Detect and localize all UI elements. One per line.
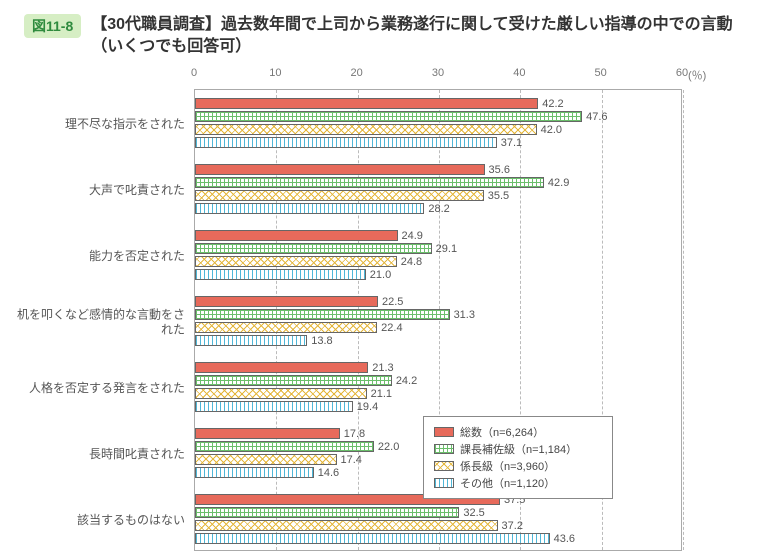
bar-value: 22.5 [382,296,403,308]
bar-value: 35.5 [488,190,509,202]
category-label: 長時間叱責された [15,447,195,461]
legend-swatch [434,427,454,437]
x-unit: (％) [688,67,706,83]
bar-total [195,164,485,175]
bar-value: 42.0 [541,124,562,136]
x-tick: 60 [676,67,688,79]
category-label: 大声で叱責された [15,183,195,197]
legend-swatch [434,444,454,454]
bar-kakaricho [195,520,498,531]
bar-kakaricho [195,322,377,333]
bar-value: 24.8 [401,256,422,268]
bar-kahosa [195,177,544,188]
bar-kahosa [195,111,582,122]
bar-value: 19.4 [357,401,378,413]
header: 図11-8 【30代職員調査】過去数年間で上司から業務遂行に関して受けた厳しい指… [24,14,736,57]
bar-total [195,98,538,109]
legend-swatch [434,478,454,488]
bar-value: 22.0 [378,441,399,453]
x-tick: 50 [595,67,607,79]
bar-value: 37.2 [502,520,523,532]
bar-total [195,296,378,307]
bar-kahosa [195,441,374,452]
bar-total [195,362,368,373]
legend: 総数（n=6,264）課長補佐級（n=1,184）係長級（n=3,960）その他… [423,416,613,499]
bar-other [195,203,424,214]
bar-value: 22.4 [381,322,402,334]
category-label: 理不尽な指示をされた [15,117,195,131]
bar-value: 35.6 [489,164,510,176]
bar-value: 21.3 [372,362,393,374]
bar-value: 28.2 [428,203,449,215]
figure-number: 図11-8 [24,14,81,38]
legend-item: その他（n=1,120） [434,475,602,491]
bar-other [195,137,497,148]
chart-title: 【30代職員調査】過去数年間で上司から業務遂行に関して受けた厳しい指導の中での言… [91,14,736,57]
bar-kakaricho [195,388,367,399]
bar-value: 43.6 [554,533,575,545]
x-tick: 20 [351,67,363,79]
bar-value: 29.1 [436,243,457,255]
legend-label: 総数（n=6,264） [460,424,544,440]
bar-other [195,467,314,478]
bar-value: 17.8 [344,428,365,440]
chart: 0102030405060(％) 理不尽な指示をされた42.247.642.03… [194,67,716,551]
category-label: 能力を否定された [15,249,195,263]
bar-kakaricho [195,256,397,267]
bar-group: 能力を否定された24.929.124.821.0 [195,230,681,282]
plot-area: 理不尽な指示をされた42.247.642.037.1大声で叱責された35.642… [194,89,682,551]
legend-label: 課長補佐級（n=1,184） [460,441,577,457]
bar-group: 理不尽な指示をされた42.247.642.037.1 [195,98,681,150]
bar-kakaricho [195,190,484,201]
bar-kakaricho [195,124,537,135]
legend-item: 課長補佐級（n=1,184） [434,441,602,457]
bar-kakaricho [195,454,337,465]
legend-label: その他（n=1,120） [460,475,555,491]
bar-value: 42.9 [548,177,569,189]
bar-value: 21.0 [370,269,391,281]
bar-value: 32.5 [463,507,484,519]
bar-other [195,401,353,412]
bar-kahosa [195,243,432,254]
gridline [683,90,684,550]
bar-kahosa [195,309,450,320]
bar-kahosa [195,375,392,386]
legend-item: 総数（n=6,264） [434,424,602,440]
bar-kahosa [195,507,459,518]
x-tick: 30 [432,67,444,79]
x-tick: 0 [191,67,197,79]
bar-group: 机を叩くなど感情的な言動をされた22.531.322.413.8 [195,296,681,348]
bar-value: 17.4 [341,454,362,466]
bar-value: 14.6 [318,467,339,479]
bar-total [195,428,340,439]
bar-value: 37.1 [501,137,522,149]
category-label: 机を叩くなど感情的な言動をされた [15,308,195,337]
bar-value: 31.3 [454,309,475,321]
bar-value: 42.2 [542,98,563,110]
bar-value: 24.2 [396,375,417,387]
bar-group: 該当するものはない37.532.537.243.6 [195,494,681,546]
legend-item: 係長級（n=3,960） [434,458,602,474]
bar-other [195,533,550,544]
bar-group: 人格を否定する発言をされた21.324.221.119.4 [195,362,681,414]
x-tick: 40 [513,67,525,79]
bar-value: 47.6 [586,111,607,123]
bar-value: 13.8 [311,335,332,347]
x-axis: 0102030405060(％) [194,67,682,89]
bar-other [195,269,366,280]
bar-value: 24.9 [402,230,423,242]
legend-label: 係長級（n=3,960） [460,458,555,474]
category-label: 該当するものはない [15,513,195,527]
bar-other [195,335,307,346]
category-label: 人格を否定する発言をされた [15,381,195,395]
legend-swatch [434,461,454,471]
x-tick: 10 [269,67,281,79]
bar-group: 大声で叱責された35.642.935.528.2 [195,164,681,216]
bar-value: 21.1 [371,388,392,400]
bar-total [195,230,398,241]
